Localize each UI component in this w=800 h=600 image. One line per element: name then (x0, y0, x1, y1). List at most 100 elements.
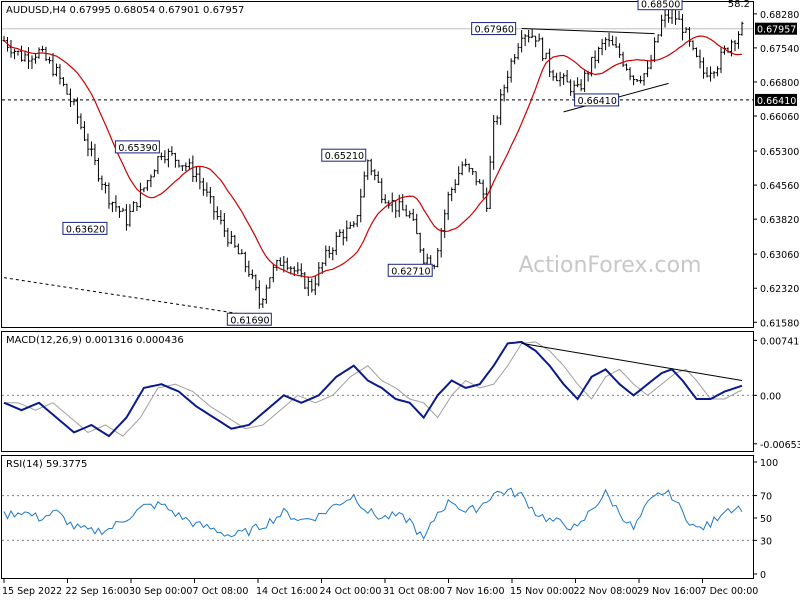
price-bar (156, 155, 160, 175)
macd-trendline (521, 342, 743, 381)
time-tick-label: 7 Nov 16:00 (447, 586, 505, 597)
price-bar (215, 206, 219, 220)
macd-tick-label: -0.006532 (760, 440, 800, 451)
price-bar (492, 114, 496, 170)
price-bar (170, 146, 174, 156)
time-tick-label: 15 Sep 2022 (2, 586, 62, 597)
price-bar (131, 201, 135, 212)
price-bar (341, 229, 345, 246)
rsi-title: RSI(14) 59.3775 (6, 459, 87, 470)
price-bar (481, 179, 485, 199)
price-bar (730, 39, 734, 57)
price-bar (254, 274, 258, 291)
macd-main-line (3, 340, 743, 438)
price-annotation: 0.65210 (321, 148, 367, 162)
price-annotation: 0.68500 (637, 0, 683, 11)
price-bar (653, 37, 657, 63)
price-bar (240, 249, 244, 255)
price-bar (96, 157, 100, 182)
price-tick-label: 0.63820 (760, 215, 799, 226)
price-bar (600, 38, 604, 56)
current-price-box (755, 22, 797, 35)
price-bar (681, 13, 685, 41)
price-bar (198, 166, 202, 190)
price-bar (103, 182, 107, 194)
price-bar (275, 259, 279, 271)
time-axis: 15 Sep 2022 22 Sep 16:00 30 Sep 00:00 7 Oct… (2, 578, 758, 597)
current-price-label: 0.67957 (757, 25, 796, 36)
price-bar (303, 272, 307, 290)
price-bar (523, 33, 527, 47)
price-bar (439, 227, 443, 258)
price-bar (597, 46, 601, 64)
price-annotation: 0.65390 (114, 140, 160, 154)
price-bar (551, 69, 555, 81)
price-bar (611, 35, 615, 46)
price-bar (516, 43, 520, 60)
time-tick-label: 14 Oct 16:00 (256, 586, 318, 597)
price-bar (593, 50, 597, 69)
price-bar (180, 165, 184, 171)
price-bar (114, 195, 118, 212)
price-bar (453, 179, 457, 194)
price-bar (163, 150, 167, 164)
moving-average-line (3, 35, 743, 278)
price-bar (128, 204, 132, 227)
price-bar (310, 278, 314, 293)
price-bar (89, 141, 93, 157)
price-bar (565, 69, 569, 83)
price-bar (306, 276, 310, 296)
rsi-tick-label: 100 (760, 458, 778, 469)
price-bar (299, 263, 303, 278)
price-bar (47, 56, 51, 64)
price-bar (376, 171, 380, 183)
price-bar (51, 53, 55, 77)
price-bar (205, 182, 209, 197)
price-bar (79, 113, 83, 130)
price-bar (467, 163, 471, 173)
price-bar (138, 182, 142, 208)
price-tick-label: 0.63060 (760, 250, 799, 261)
price-annotation: 0.63620 (62, 221, 108, 235)
price-bar (583, 70, 587, 92)
price-bar (65, 83, 69, 95)
price-bar (236, 243, 240, 255)
price-panel-frame (1, 1, 754, 328)
price-bar (478, 178, 482, 184)
price-bar (250, 269, 254, 280)
price-annotation: 0.61690 (226, 312, 272, 326)
time-tick-label: 30 Sep 00:00 (129, 586, 192, 597)
price-bar (177, 159, 181, 168)
price-bar (383, 194, 387, 204)
price-levels (2, 28, 753, 101)
price-bar (632, 75, 636, 86)
price-annotation: 0.66410 (574, 93, 620, 107)
corner-value: 58.2 (728, 0, 750, 10)
macd-signal-line (4, 341, 743, 437)
price-bar (107, 182, 111, 209)
price-bar (355, 215, 359, 227)
price-tick-label: 0.65300 (760, 147, 799, 158)
price-bar (607, 32, 611, 47)
price-bar (191, 155, 195, 183)
price-bar (709, 66, 713, 82)
price-bar (702, 57, 706, 79)
price-bar (219, 210, 223, 225)
price-trendline (3, 277, 260, 318)
macd-tick-label: 0.007411 (760, 336, 800, 347)
price-bar (527, 29, 531, 43)
price-bar (576, 77, 580, 88)
svg-text:0.63620: 0.63620 (66, 224, 105, 235)
price-bar (509, 58, 513, 83)
price-bar (380, 178, 384, 204)
svg-text:0.67960: 0.67960 (475, 25, 514, 36)
price-bar (639, 75, 643, 84)
price-bar (530, 29, 534, 38)
price-annotation: 0.67960 (471, 22, 517, 36)
price-bar (719, 47, 723, 74)
time-tick-label: 7 Dec 00:00 (701, 586, 759, 597)
price-bar (68, 88, 72, 107)
price-bar (450, 187, 454, 202)
price-bar (499, 89, 503, 126)
